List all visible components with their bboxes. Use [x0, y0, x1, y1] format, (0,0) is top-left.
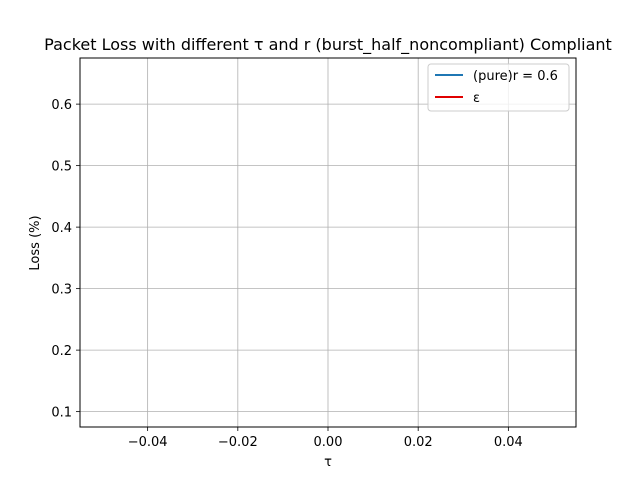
x-tick-label: −0.02 [218, 435, 258, 450]
y-tick-label: 0.5 [51, 160, 72, 175]
y-tick-label: 0.6 [51, 98, 72, 113]
legend-entry-label: (pure)r = 0.6 [473, 69, 558, 84]
x-axis-label: τ [324, 455, 332, 470]
x-axis: −0.04 −0.02 0.00 0.02 0.04 [128, 427, 523, 450]
legend-box [427, 63, 570, 112]
y-tick-label: 0.2 [51, 344, 72, 359]
y-axis: 0.1 0.2 0.3 0.4 0.5 0.6 [51, 98, 80, 421]
y-axis-label: Loss (%) [28, 215, 43, 270]
y-tick-label: 0.1 [51, 406, 72, 421]
y-tick-label: 0.3 [51, 283, 72, 298]
x-tick-label: 0.04 [494, 435, 523, 450]
legend: (pure)r = 0.6 ε [427, 63, 570, 112]
chart-title: Packet Loss with different τ and r (burs… [44, 35, 612, 55]
x-tick-label: 0.00 [314, 435, 343, 450]
legend-entry-label: ε [473, 91, 480, 106]
y-tick-label: 0.4 [51, 221, 72, 236]
x-tick-label: 0.02 [404, 435, 433, 450]
x-tick-label: −0.04 [128, 435, 168, 450]
